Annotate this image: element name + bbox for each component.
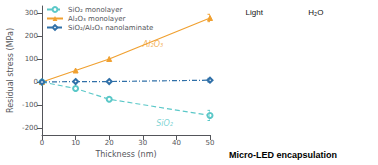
svg-text:Micro-LED encapsulation: Micro-LED encapsulation bbox=[229, 150, 337, 160]
svg-text:50: 50 bbox=[206, 139, 215, 147]
svg-text:SiO₂ monolayer: SiO₂ monolayer bbox=[68, 6, 122, 14]
svg-text:H₂O: H₂O bbox=[308, 8, 323, 17]
svg-text:-100: -100 bbox=[22, 101, 38, 109]
svg-text:Thickness (nm): Thickness (nm) bbox=[94, 150, 156, 159]
svg-text:40: 40 bbox=[172, 139, 181, 147]
svg-text:100: 100 bbox=[25, 55, 38, 63]
svg-text:0: 0 bbox=[34, 78, 38, 86]
svg-text:20: 20 bbox=[105, 139, 114, 147]
svg-text:200: 200 bbox=[25, 32, 38, 40]
svg-text:-200: -200 bbox=[22, 124, 38, 132]
svg-text:SiO₂: SiO₂ bbox=[156, 119, 174, 128]
svg-text:Al₂O₃ monolayer: Al₂O₃ monolayer bbox=[68, 15, 126, 23]
svg-text:30: 30 bbox=[138, 139, 147, 147]
svg-text:10: 10 bbox=[71, 139, 80, 147]
svg-text:SiO₂/Al₂O₃ nanolaminate: SiO₂/Al₂O₃ nanolaminate bbox=[68, 24, 153, 32]
svg-text:0: 0 bbox=[40, 139, 44, 147]
svg-text:Residual stress (MPa): Residual stress (MPa) bbox=[6, 28, 15, 113]
svg-text:300: 300 bbox=[25, 9, 38, 17]
svg-text:Al₂O₃: Al₂O₃ bbox=[142, 40, 163, 49]
svg-text:Light: Light bbox=[246, 8, 264, 17]
